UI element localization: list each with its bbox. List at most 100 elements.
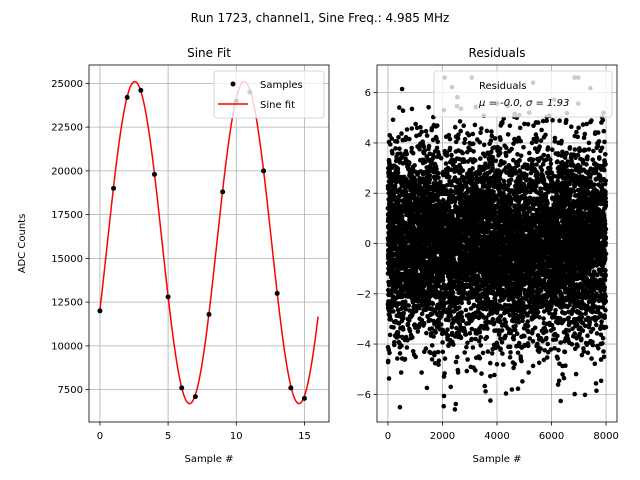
sine-fit-axes-frame	[88, 64, 330, 423]
residual-point	[422, 349, 427, 355]
residual-point	[386, 179, 392, 184]
residual-point	[512, 361, 517, 367]
sample-point	[220, 189, 226, 195]
residual-point	[426, 143, 432, 149]
sine-fit-title: Sine Fit	[187, 46, 231, 60]
residual-point	[508, 350, 513, 355]
residual-point	[409, 145, 415, 151]
residual-point	[572, 346, 578, 352]
residual-point	[515, 176, 521, 181]
residual-point	[435, 349, 441, 355]
residual-point	[464, 344, 469, 350]
sine-fit-legend: Samples Sine fit	[213, 70, 325, 119]
sine-fit-y-tick-label: 10000	[51, 341, 83, 352]
residual-point	[601, 349, 606, 354]
residual-point	[560, 363, 565, 369]
residual-point	[501, 178, 507, 184]
residual-point	[520, 379, 525, 384]
residual-point	[500, 351, 505, 356]
residual-point	[387, 133, 393, 138]
residual-point	[448, 167, 454, 172]
residual-point	[525, 122, 531, 127]
residual-point	[513, 179, 519, 184]
sine-fit-y-tick-label: 15000	[51, 254, 83, 265]
residual-point	[582, 131, 588, 137]
residual-point	[473, 336, 478, 342]
residual-point	[548, 161, 554, 167]
residual-point	[507, 313, 513, 318]
legend-samples-label: Samples	[260, 80, 303, 91]
residual-point	[557, 118, 562, 123]
residual-point	[568, 155, 574, 160]
residual-point	[589, 356, 594, 361]
residual-point	[467, 331, 473, 336]
residual-point	[509, 387, 515, 392]
residual-point	[527, 336, 532, 341]
residual-point	[449, 324, 455, 330]
residual-point	[452, 203, 458, 209]
residual-point	[542, 348, 547, 353]
residual-point	[584, 342, 590, 348]
sample-point	[165, 294, 171, 300]
residual-point	[507, 123, 513, 129]
residual-point	[576, 125, 581, 131]
sine-fit-samples-group	[97, 87, 307, 401]
residual-point	[400, 108, 406, 113]
residual-point	[400, 137, 406, 143]
residual-point	[478, 130, 483, 135]
residual-point	[405, 322, 411, 328]
legend-samples-marker	[230, 81, 236, 87]
residual-point	[522, 121, 527, 127]
residual-point	[478, 343, 484, 348]
residual-point	[390, 117, 396, 123]
residual-point	[588, 119, 593, 125]
residual-point	[515, 386, 521, 392]
residual-point	[426, 105, 431, 110]
residual-point	[442, 356, 448, 361]
residual-point	[462, 136, 468, 142]
residual-point	[442, 371, 447, 376]
residual-point	[419, 317, 425, 323]
residual-point	[540, 162, 546, 167]
residual-point	[465, 340, 470, 346]
residual-point	[518, 138, 523, 144]
residual-point	[603, 152, 608, 157]
residuals-panel: Residuals Residuals μ = -0.0, σ = 1.93 0…	[356, 46, 619, 465]
residual-point	[511, 157, 516, 163]
residual-point	[479, 126, 484, 131]
residual-point	[531, 123, 536, 128]
residual-point	[390, 202, 396, 207]
residual-point	[525, 312, 530, 318]
residual-point	[454, 325, 459, 331]
sine-fit-y-label: ADC Counts	[17, 214, 28, 274]
residual-point	[517, 125, 523, 131]
residual-point	[569, 341, 575, 347]
residual-point	[397, 341, 402, 346]
residual-point	[424, 133, 430, 138]
residual-point	[499, 323, 505, 328]
residual-point	[573, 167, 579, 173]
residual-point	[474, 298, 480, 303]
residual-point	[569, 124, 574, 129]
residual-point	[484, 334, 490, 340]
residual-point	[411, 352, 417, 358]
residual-point	[396, 135, 401, 140]
residual-point	[529, 178, 534, 184]
residual-point	[443, 161, 449, 166]
residual-point	[400, 314, 406, 320]
residual-point	[521, 181, 526, 187]
residual-point	[466, 320, 472, 326]
residual-point	[479, 301, 484, 307]
residual-point	[506, 211, 511, 216]
residual-point	[600, 305, 606, 310]
residual-point	[552, 139, 558, 144]
residual-point	[602, 287, 607, 293]
residual-point	[399, 131, 404, 136]
residual-point	[455, 354, 460, 360]
residual-point	[556, 378, 562, 384]
residual-point	[555, 382, 561, 387]
residual-point	[403, 302, 408, 308]
residual-point	[395, 356, 400, 361]
residual-point	[461, 328, 466, 334]
